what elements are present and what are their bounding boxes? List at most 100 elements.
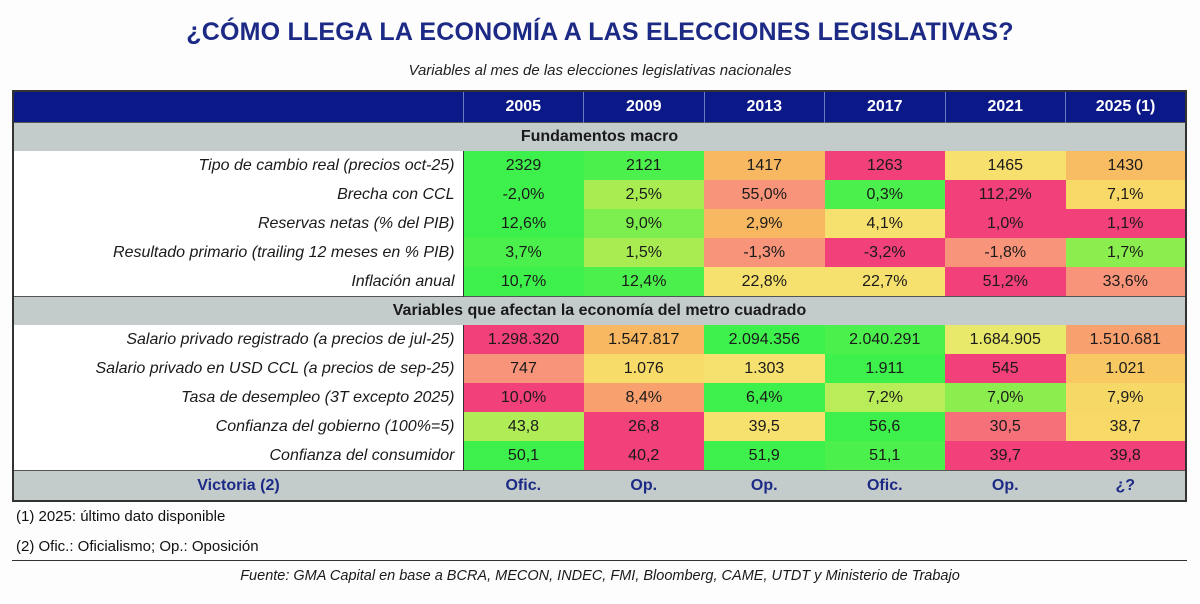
source-note: Fuente: GMA Capital en base a BCRA, MECO… bbox=[240, 568, 960, 584]
subtitle: Variables al mes de las elecciones legis… bbox=[408, 62, 792, 79]
column-header: 2017 bbox=[824, 91, 945, 123]
column-header: 2013 bbox=[703, 91, 825, 123]
value-cell: 1.076 bbox=[583, 354, 704, 383]
value-cell: 0,3% bbox=[824, 180, 945, 209]
value-cell: 1.684.905 bbox=[945, 325, 1066, 354]
row-label: Resultado primario (trailing 12 meses en… bbox=[13, 238, 464, 267]
value-cell: 1430 bbox=[1065, 151, 1186, 180]
value-cell: 2121 bbox=[583, 151, 704, 180]
section-row: Variables que afectan la economía del me… bbox=[13, 296, 1186, 325]
value-cell: 50,1 bbox=[463, 441, 584, 471]
value-cell: 22,7% bbox=[824, 267, 945, 297]
row-label: Salario privado en USD CCL (a precios de… bbox=[13, 354, 464, 383]
value-cell: 12,6% bbox=[463, 209, 584, 238]
value-cell: 51,2% bbox=[945, 267, 1066, 297]
table-row: Brecha con CCL -2,0% 2,5% 55,0% 0,3% 112,2% 7,… bbox=[13, 180, 1186, 209]
victoria-label: Victoria (2) bbox=[13, 470, 463, 501]
value-cell: 51,9 bbox=[704, 441, 825, 471]
value-cell: 38,7 bbox=[1065, 412, 1186, 441]
value-cell: 1417 bbox=[704, 151, 825, 180]
value-cell: 56,6 bbox=[824, 412, 945, 441]
value-cell: 1.547.817 bbox=[583, 325, 704, 354]
table-row: Salario privado registrado (a precios de… bbox=[13, 325, 1186, 354]
value-cell: 51,1 bbox=[824, 441, 945, 471]
table-row: Confianza del gobierno (100%=5) 43,8 26,8 3… bbox=[13, 412, 1186, 441]
table-row: Reservas netas (% del PIB) 12,6% 9,0% 2,9% 4… bbox=[13, 209, 1186, 238]
value-cell: 2,9% bbox=[704, 209, 825, 238]
victoria-cell: Op. bbox=[704, 470, 825, 501]
section-row: Fundamentos macro bbox=[13, 122, 1186, 151]
row-label: Confianza del consumidor bbox=[13, 441, 464, 471]
value-cell: 33,6% bbox=[1065, 267, 1186, 297]
value-cell: -3,2% bbox=[824, 238, 945, 267]
value-cell: 1,1% bbox=[1065, 209, 1186, 238]
value-cell: 1465 bbox=[945, 151, 1066, 180]
data-table: 2005 2009 2013 2017 2021 2025 (1) Fundamentos… bbox=[12, 90, 1187, 502]
value-cell: 55,0% bbox=[704, 180, 825, 209]
divider bbox=[12, 560, 1187, 561]
value-cell: 112,2% bbox=[945, 180, 1066, 209]
victoria-row: Victoria (2) Ofic. Op. Op. Ofic. Op. ¿? bbox=[13, 470, 1186, 501]
value-cell: 1,5% bbox=[583, 238, 704, 267]
value-cell: 3,7% bbox=[463, 238, 584, 267]
value-cell: 1,0% bbox=[945, 209, 1066, 238]
header-blank bbox=[13, 91, 463, 123]
row-label: Confianza del gobierno (100%=5) bbox=[13, 412, 464, 441]
footnote-2: (2) Ofic.: Oficialismo; Op.: Oposición bbox=[16, 538, 259, 555]
victoria-cell: ¿? bbox=[1065, 470, 1186, 501]
table-row: Resultado primario (trailing 12 meses en… bbox=[13, 238, 1186, 267]
header-row: 2005 2009 2013 2017 2021 2025 (1) bbox=[13, 91, 1186, 123]
table-row: Salario privado en USD CCL (a precios de… bbox=[13, 354, 1186, 383]
value-cell: 7,0% bbox=[945, 383, 1066, 412]
column-header: 2025 (1) bbox=[1065, 91, 1186, 123]
value-cell: 39,8 bbox=[1065, 441, 1186, 471]
value-cell: 2,5% bbox=[583, 180, 704, 209]
value-cell: 43,8 bbox=[463, 412, 584, 441]
victoria-cell: Op. bbox=[583, 470, 704, 501]
value-cell: 2.094.356 bbox=[704, 325, 825, 354]
value-cell: 1.510.681 bbox=[1065, 325, 1186, 354]
row-label: Inflación anual bbox=[13, 267, 464, 297]
value-cell: 2329 bbox=[463, 151, 584, 180]
value-cell: 1.021 bbox=[1065, 354, 1186, 383]
value-cell: 4,1% bbox=[824, 209, 945, 238]
section-title: Fundamentos macro bbox=[13, 122, 1186, 151]
footnote-1: (1) 2025: último dato disponible bbox=[16, 508, 226, 525]
value-cell: 747 bbox=[463, 354, 584, 383]
value-cell: 8,4% bbox=[583, 383, 704, 412]
value-cell: 26,8 bbox=[583, 412, 704, 441]
value-cell: 7,9% bbox=[1065, 383, 1186, 412]
value-cell: 1.303 bbox=[704, 354, 825, 383]
value-cell: 39,7 bbox=[945, 441, 1066, 471]
value-cell: 545 bbox=[945, 354, 1066, 383]
row-label: Brecha con CCL bbox=[13, 180, 464, 209]
value-cell: 22,8% bbox=[704, 267, 825, 297]
value-cell: 1.911 bbox=[824, 354, 945, 383]
table-row: Confianza del consumidor 50,1 40,2 51,9 51,1… bbox=[13, 441, 1186, 471]
value-cell: 1263 bbox=[824, 151, 945, 180]
value-cell: 1.298.320 bbox=[463, 325, 584, 354]
value-cell: 10,7% bbox=[463, 267, 584, 297]
table-row: Inflación anual 10,7% 12,4% 22,8% 22,7% 51,2%… bbox=[13, 267, 1186, 297]
row-label: Tipo de cambio real (precios oct-25) bbox=[13, 151, 464, 180]
victoria-cell: Ofic. bbox=[824, 470, 945, 501]
table-row: Tasa de desempleo (3T excepto 2025) 10,0%… bbox=[13, 383, 1186, 412]
value-cell: 6,4% bbox=[704, 383, 825, 412]
table-row: Tipo de cambio real (precios oct-25) 2329… bbox=[13, 151, 1186, 180]
column-header: 2021 bbox=[944, 91, 1066, 123]
row-label: Reservas netas (% del PIB) bbox=[13, 209, 464, 238]
value-cell: 10,0% bbox=[463, 383, 584, 412]
value-cell: 40,2 bbox=[583, 441, 704, 471]
value-cell: 30,5 bbox=[945, 412, 1066, 441]
column-header: 2005 bbox=[462, 91, 584, 123]
value-cell: 9,0% bbox=[583, 209, 704, 238]
value-cell: 7,1% bbox=[1065, 180, 1186, 209]
victoria-cell: Op. bbox=[945, 470, 1066, 501]
value-cell: 39,5 bbox=[704, 412, 825, 441]
value-cell: 2.040.291 bbox=[824, 325, 945, 354]
value-cell: 12,4% bbox=[583, 267, 704, 297]
value-cell: 7,2% bbox=[824, 383, 945, 412]
value-cell: -1,8% bbox=[945, 238, 1066, 267]
row-label: Salario privado registrado (a precios de… bbox=[13, 325, 464, 354]
row-label: Tasa de desempleo (3T excepto 2025) bbox=[13, 383, 464, 412]
